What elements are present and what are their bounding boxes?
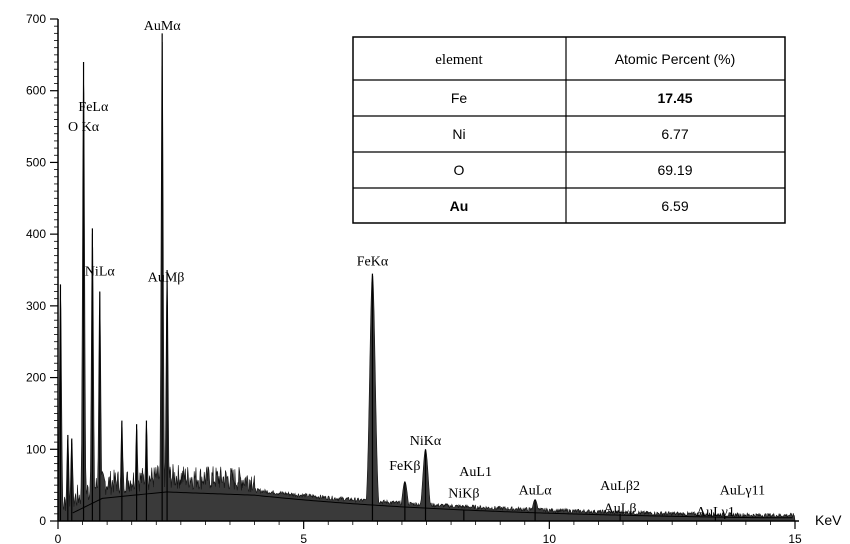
table-cell-element: O bbox=[454, 162, 465, 178]
table-cell-value: 6.77 bbox=[661, 126, 688, 142]
table-cell-element: Fe bbox=[451, 90, 468, 106]
x-unit-label: KeV bbox=[815, 512, 842, 528]
peak-label: AuLγ1 bbox=[696, 505, 735, 520]
table-header-element: element bbox=[435, 52, 483, 68]
axes: 0 100 200 300 400 500 600 700 0 5 10 15 bbox=[26, 12, 802, 544]
x-tick-label: 0 bbox=[55, 532, 62, 544]
peak-label: FeKα bbox=[357, 255, 389, 270]
peak-label: AuMα bbox=[144, 19, 182, 34]
y-tick-label: 100 bbox=[26, 442, 46, 456]
table-cell-value: 6.59 bbox=[661, 198, 688, 214]
y-tick-label: 400 bbox=[26, 227, 46, 241]
table-border bbox=[352, 36, 786, 224]
table-cell-element: Au bbox=[450, 198, 469, 214]
plot-area bbox=[57, 33, 796, 522]
y-tick-label: 500 bbox=[26, 155, 46, 169]
peak-label: AuLβ bbox=[604, 501, 637, 516]
peak-label: FeLα bbox=[78, 100, 109, 115]
peak-label: AuLα bbox=[519, 483, 553, 498]
peak-label: NiKα bbox=[410, 434, 442, 449]
y-tick-label: 300 bbox=[26, 299, 46, 313]
x-tick-label: 15 bbox=[788, 532, 802, 544]
x-tick-label: 5 bbox=[300, 532, 307, 544]
peak-label: AuL1 bbox=[459, 465, 492, 480]
y-tick-label: 600 bbox=[26, 84, 46, 98]
table-cell-value: 17.45 bbox=[657, 90, 692, 106]
y-tick-label: 700 bbox=[26, 12, 46, 26]
table-cell-value: 69.19 bbox=[657, 162, 692, 178]
y-tick-label: 0 bbox=[39, 514, 46, 528]
peak-label: O Kα bbox=[68, 120, 100, 135]
y-tick-label: 200 bbox=[26, 371, 46, 385]
composition-table: element Atomic Percent (%) Fe 17.45 Ni 6… bbox=[352, 36, 786, 224]
peak-label: AuLγ11 bbox=[720, 483, 765, 498]
peak-label: NiKβ bbox=[448, 486, 479, 501]
table-cell-element: Ni bbox=[452, 126, 465, 142]
peak-label: FeKβ bbox=[389, 459, 420, 474]
peak-label: AuMβ bbox=[148, 270, 185, 285]
spectrum-area bbox=[57, 41, 796, 522]
background-curve bbox=[72, 491, 793, 519]
table-header-atomic-percent: Atomic Percent (%) bbox=[615, 51, 736, 67]
peak-label: AuLβ2 bbox=[600, 479, 640, 494]
peak-label: NiLα bbox=[85, 265, 116, 280]
x-tick-label: 10 bbox=[543, 532, 557, 544]
